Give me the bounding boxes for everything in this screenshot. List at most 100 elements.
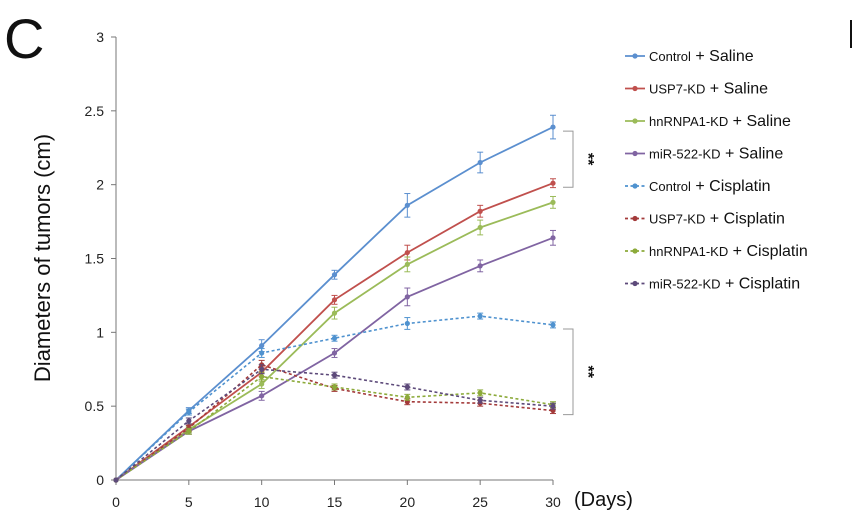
y-tick-label: 1 (96, 324, 104, 340)
data-point (113, 477, 119, 483)
data-point (550, 124, 556, 130)
legend-marker (632, 118, 638, 124)
legend-label-suffix: + Saline (721, 146, 784, 163)
x-tick-label: 15 (327, 494, 343, 510)
data-point (186, 428, 192, 434)
data-point (404, 294, 410, 300)
legend-label-suffix: + Saline (705, 81, 768, 98)
legend-label-main: miR-522-KD (649, 277, 721, 292)
data-point (404, 320, 410, 327)
y-tick-label: 1.5 (85, 251, 105, 267)
y-tick-label: 0.5 (85, 398, 105, 414)
data-point (259, 350, 265, 356)
x-axis-title: (Days) (574, 489, 633, 511)
legend-label-main: hnRNPA1-KD (649, 244, 728, 259)
data-point (331, 372, 338, 378)
legend-marker (632, 248, 638, 254)
data-point (550, 199, 556, 205)
data-point (550, 403, 556, 409)
legend-marker (632, 215, 638, 222)
series-5 (113, 359, 556, 483)
legend-entry-4: Control + Cisplatin (625, 178, 771, 195)
data-point (404, 394, 410, 400)
panel-label: C (4, 7, 44, 70)
significance-brackets: ** ** (563, 130, 596, 416)
x-tick-label: 0 (112, 494, 120, 510)
data-point (331, 297, 338, 303)
data-point (186, 418, 192, 424)
axes: 00.511.522.530 5 10 15 20 25 30 (85, 29, 561, 510)
data-point (550, 235, 556, 241)
data-point (259, 393, 265, 399)
data-point (259, 343, 265, 349)
legend-entry-1: USP7-KD + Saline (625, 81, 768, 98)
legend-label-main: miR-522-KD (649, 147, 721, 162)
legend-label: USP7-KD + Saline (649, 81, 768, 98)
legend-entry-7: miR-522-KD + Cisplatin (625, 276, 800, 293)
y-tick-label: 3 (96, 29, 104, 45)
legend-marker (632, 85, 638, 92)
significance-bracket (563, 130, 574, 188)
series-3 (113, 229, 556, 483)
series-line (115, 363, 554, 481)
x-tick-label: 25 (472, 494, 488, 510)
legend-label-suffix: + Cisplatin (705, 211, 785, 228)
legend-label-main: Control (649, 179, 691, 194)
y-axis-title: Diameters of tumors (cm) (30, 134, 55, 382)
data-point (477, 313, 483, 319)
legend-entry-3: miR-522-KD + Saline (625, 146, 783, 163)
legend-label: miR-522-KD + Cisplatin (649, 276, 800, 293)
data-point (477, 224, 483, 231)
legend-marker (632, 183, 638, 189)
data-point (477, 208, 483, 214)
y-tick-label: 2 (96, 177, 104, 193)
legend-entry-2: hnRNPA1-KD + Saline (625, 113, 791, 130)
series-layer (113, 114, 556, 483)
legend-label: USP7-KD + Cisplatin (649, 211, 785, 228)
series-line (115, 375, 554, 481)
legend-label-main: hnRNPA1-KD (649, 114, 728, 129)
data-point (331, 384, 338, 390)
data-point (186, 409, 192, 415)
legend-entry-0: Control + Saline (625, 48, 754, 65)
data-point (331, 272, 338, 278)
legend-label-suffix: + Saline (691, 48, 754, 65)
data-point (477, 397, 483, 403)
legend-label-suffix: + Cisplatin (728, 243, 808, 260)
legend-marker (632, 150, 638, 157)
legend-marker (632, 280, 638, 287)
legend-label-suffix: + Saline (728, 113, 791, 130)
legend-label: hnRNPA1-KD + Saline (649, 113, 791, 130)
legend-label-main: Control (649, 49, 691, 64)
data-point (331, 335, 338, 341)
legend-label: Control + Cisplatin (649, 178, 771, 195)
x-tick-label: 10 (254, 494, 270, 510)
data-point (404, 384, 410, 390)
legend-label: miR-522-KD + Saline (649, 146, 783, 163)
legend-marker (632, 53, 638, 59)
y-tick-label: 0 (96, 472, 104, 488)
data-point (331, 350, 338, 356)
data-point (550, 322, 556, 328)
legend-entry-6: hnRNPA1-KD + Cisplatin (625, 243, 808, 260)
x-tick-label: 20 (400, 494, 416, 510)
data-point (404, 202, 410, 208)
legend-label: Control + Saline (649, 48, 754, 65)
significance-bracket (563, 328, 574, 416)
legend-label-suffix: + Cisplatin (691, 178, 771, 195)
legend-label: hnRNPA1-KD + Cisplatin (649, 243, 808, 260)
data-point (477, 390, 483, 396)
data-point (404, 249, 410, 256)
legend-label-main: USP7-KD (649, 82, 705, 97)
legend-label-main: USP7-KD (649, 212, 705, 227)
data-point (259, 374, 265, 380)
data-point (331, 310, 338, 316)
series-7 (113, 364, 556, 483)
data-point (477, 159, 483, 166)
data-point (259, 381, 265, 387)
x-tick-label: 5 (185, 494, 193, 510)
data-point (550, 180, 556, 186)
significance-label: ** (579, 366, 596, 379)
